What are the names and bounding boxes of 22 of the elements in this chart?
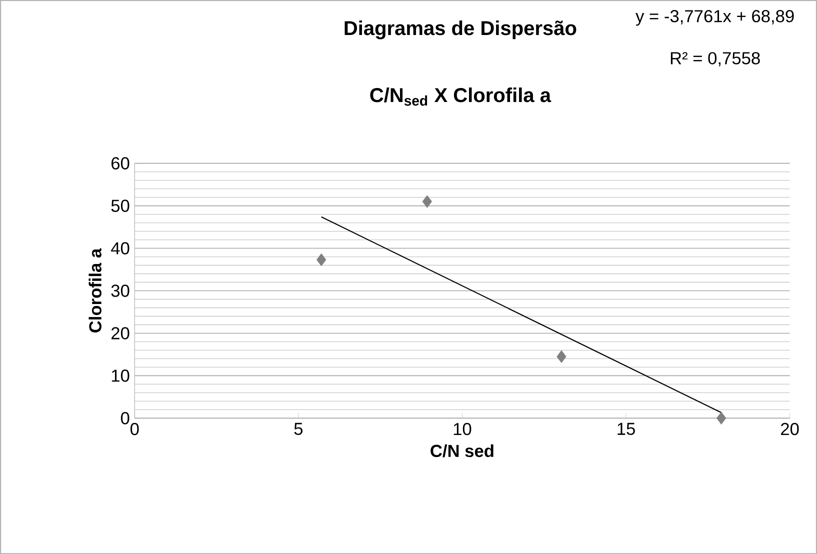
text: y = -3,7761x + 68,89	[636, 10, 794, 26]
point	[316, 253, 326, 266]
y-tick-label: 40	[111, 242, 130, 254]
y-tick-label: 60	[112, 157, 130, 170]
chart-subtitle: C/N$_{sed}$ X Clorofila a	[370, 87, 552, 106]
y-tick-label: 0	[120, 412, 130, 424]
point	[716, 412, 726, 424]
y-tick-label: 30	[111, 284, 130, 297]
x-tick-label: 20	[781, 422, 799, 436]
x-tick-label: 0	[130, 422, 139, 436]
chart-title: Diagramas de Dispersão	[344, 20, 576, 40]
y-tick-label: 20	[112, 327, 130, 340]
text: R² = 0,7558	[670, 52, 760, 66]
point	[556, 350, 566, 363]
y-axis-title: Clorofila a	[88, 248, 102, 332]
y-tick-label: 10	[112, 369, 130, 382]
x-tick-label: 10	[454, 422, 472, 436]
y-tick-label: 50	[111, 200, 130, 212]
x-axis-title: C/N sed	[430, 444, 494, 458]
x-tick-label: 15	[618, 422, 635, 435]
point	[422, 195, 432, 208]
x-tick-label: 5	[294, 422, 303, 435]
